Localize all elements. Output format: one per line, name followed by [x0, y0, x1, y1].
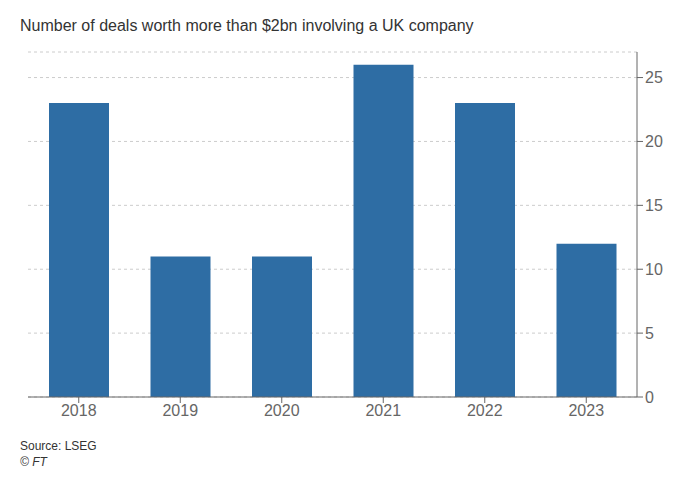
- svg-text:15: 15: [645, 197, 663, 214]
- svg-text:2020: 2020: [264, 402, 300, 419]
- svg-text:10: 10: [645, 261, 663, 278]
- svg-text:20: 20: [645, 133, 663, 150]
- svg-text:2022: 2022: [467, 402, 503, 419]
- svg-text:25: 25: [645, 69, 663, 86]
- svg-text:2019: 2019: [162, 402, 198, 419]
- svg-text:2023: 2023: [568, 402, 604, 419]
- html-text:Source: LSEG: Source: LSEG: [20, 439, 97, 453]
- html-text:© FT: © FT: [20, 455, 47, 469]
- svg-text:5: 5: [645, 325, 654, 342]
- svg-text:2018: 2018: [61, 402, 97, 419]
- html-text:Number of deals worth more tha: Number of deals worth more than $2bn inv…: [20, 17, 474, 34]
- svg-text:0: 0: [645, 389, 654, 406]
- svg-text:2021: 2021: [365, 402, 401, 419]
